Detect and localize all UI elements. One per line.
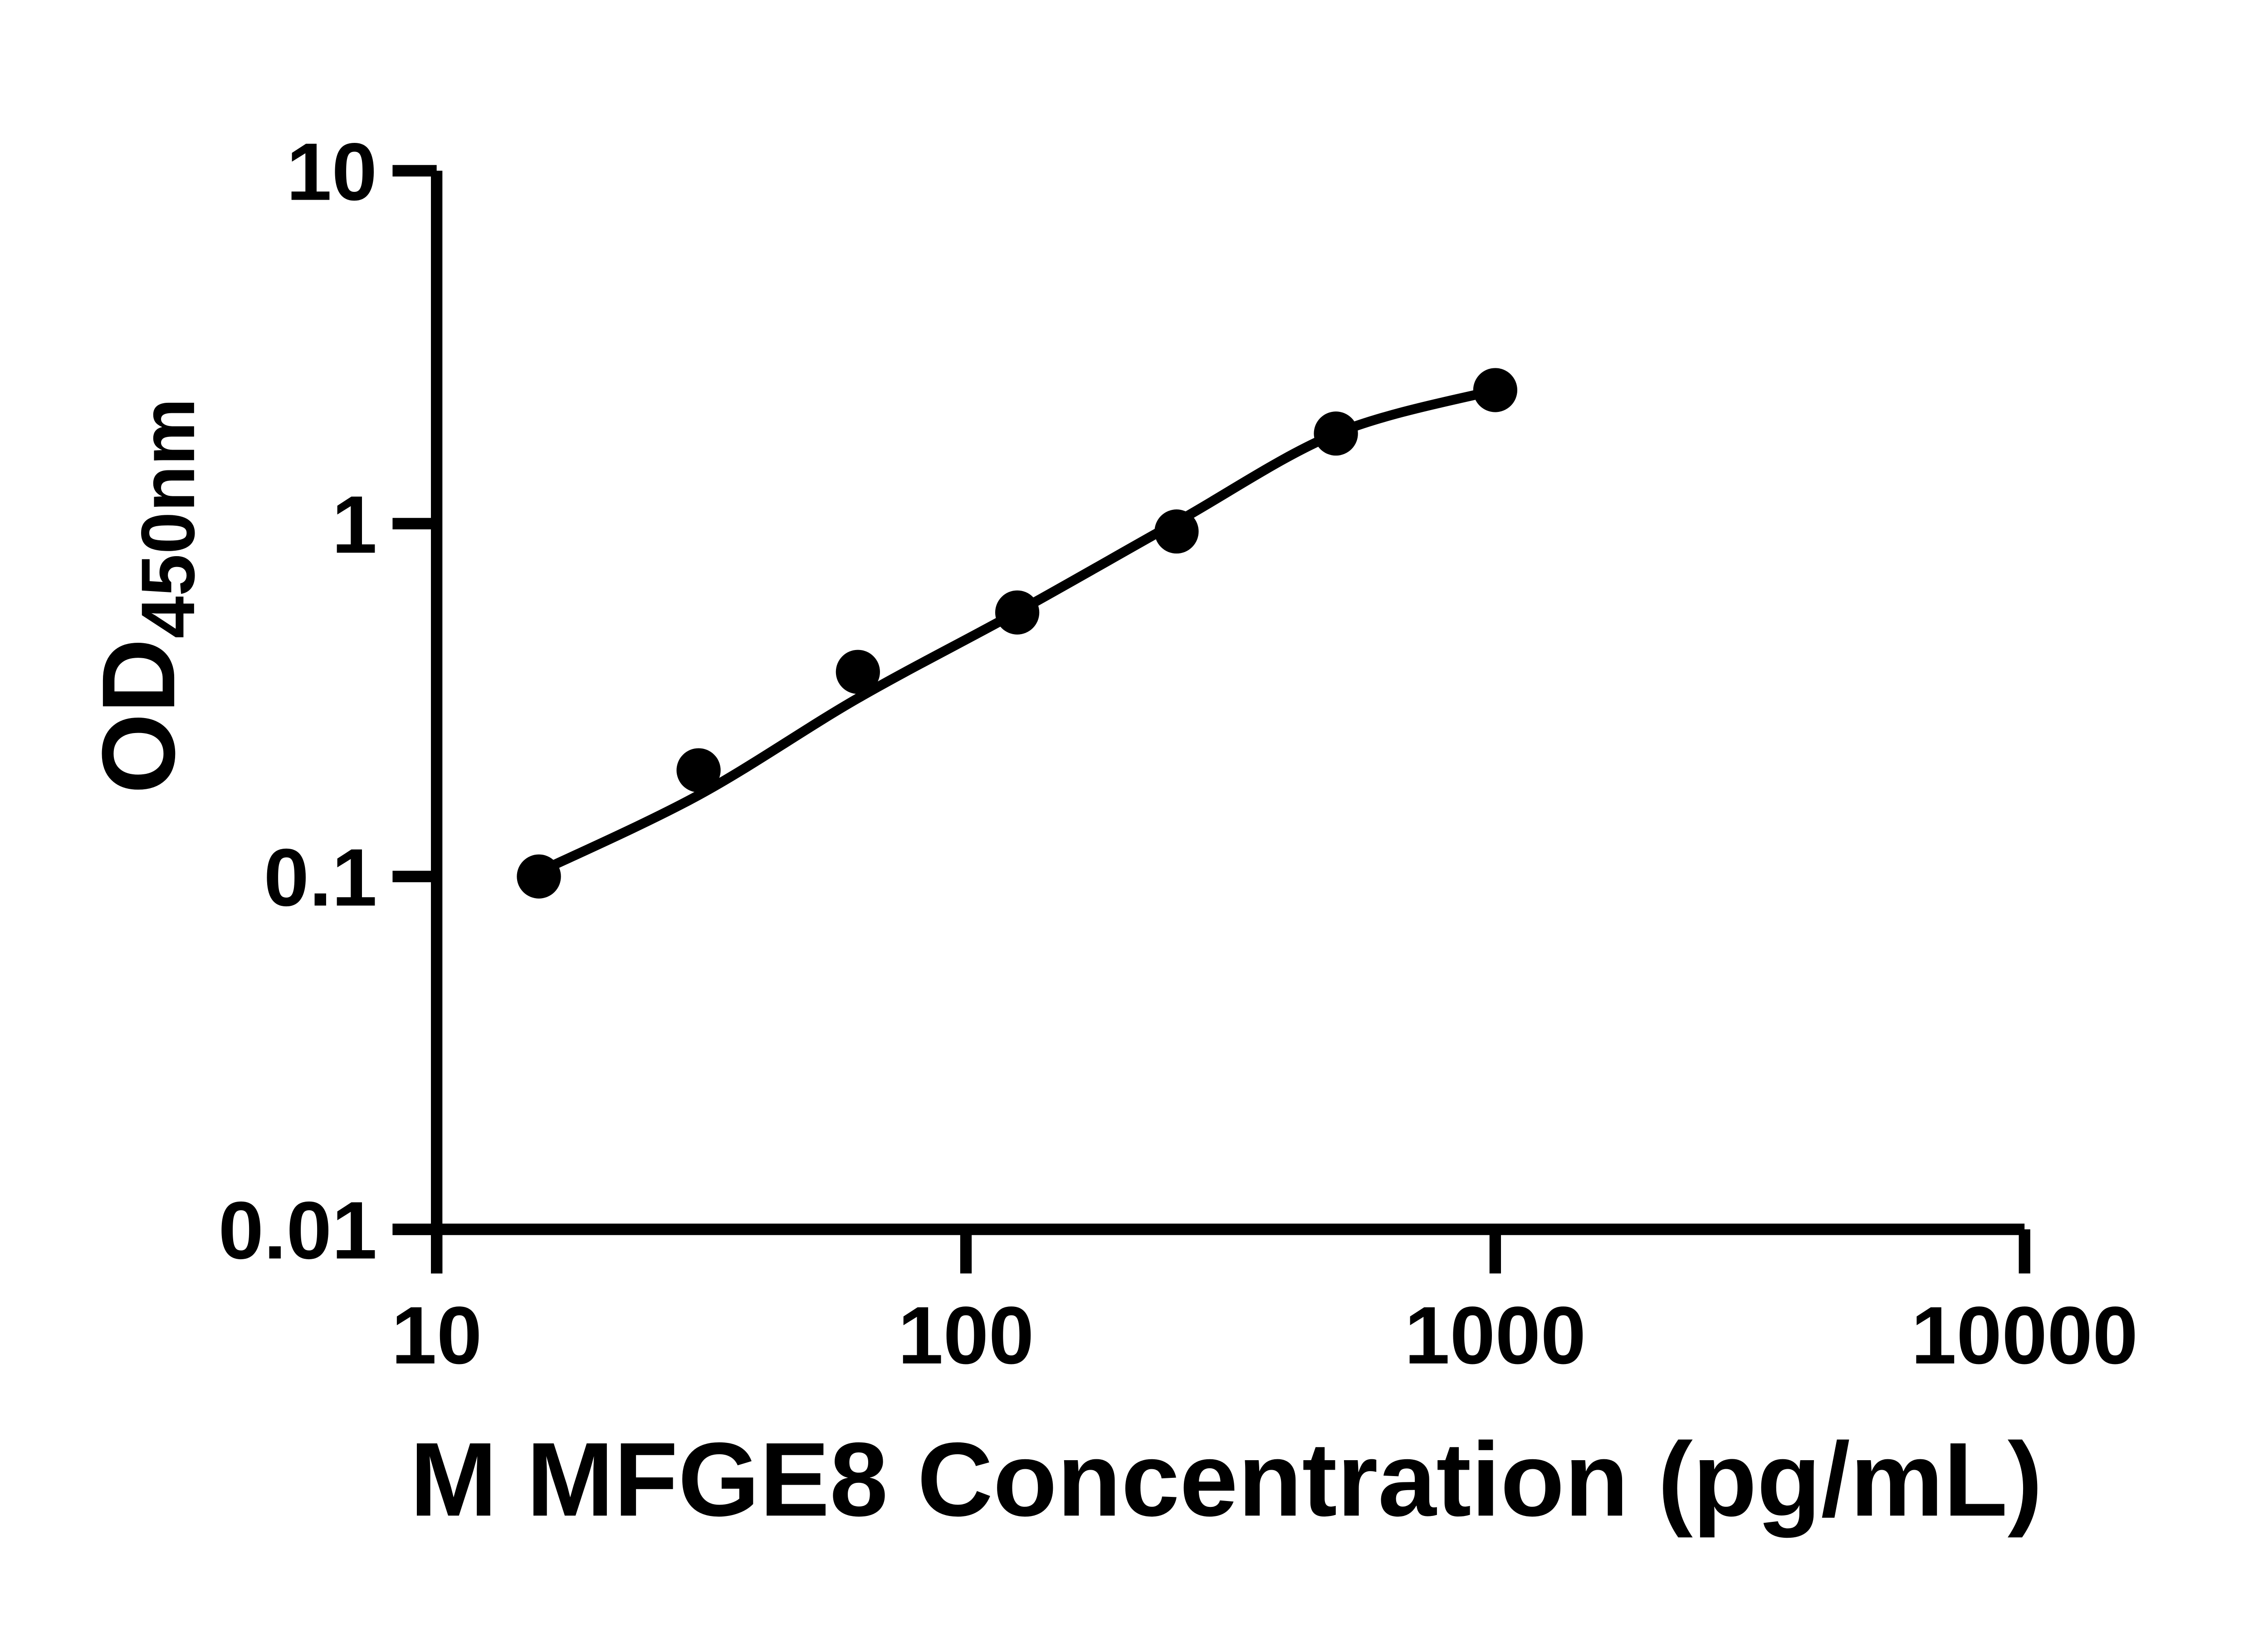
- data-point-marker: [1314, 411, 1358, 456]
- y-tick-label: 1: [332, 479, 377, 571]
- data-point-marker: [1154, 509, 1199, 554]
- data-point-marker: [1473, 368, 1518, 412]
- data-point-marker: [517, 854, 561, 899]
- y-tick-label: 0.1: [264, 832, 377, 923]
- x-axis-title: M MFGE8 Concentration (pg/mL): [410, 1421, 2043, 1538]
- x-tick-label: 1000: [1404, 1290, 1586, 1381]
- y-axis-title: OD450nm: [81, 398, 210, 794]
- y-axis-title-main: OD: [81, 638, 196, 794]
- y-tick-label: 10: [286, 127, 377, 218]
- chart-background: [0, 22, 2268, 1611]
- data-points-layer: [517, 368, 1518, 899]
- x-tick-label: 100: [898, 1290, 1034, 1381]
- x-tick-label: 10: [391, 1290, 482, 1381]
- data-point-marker: [836, 650, 880, 694]
- x-tick-label: 10000: [1911, 1290, 2138, 1381]
- y-axis-title-subscript: 450nm: [126, 398, 210, 638]
- data-point-marker: [676, 748, 721, 792]
- y-tick-label: 0.01: [218, 1185, 377, 1276]
- data-point-marker: [995, 590, 1040, 635]
